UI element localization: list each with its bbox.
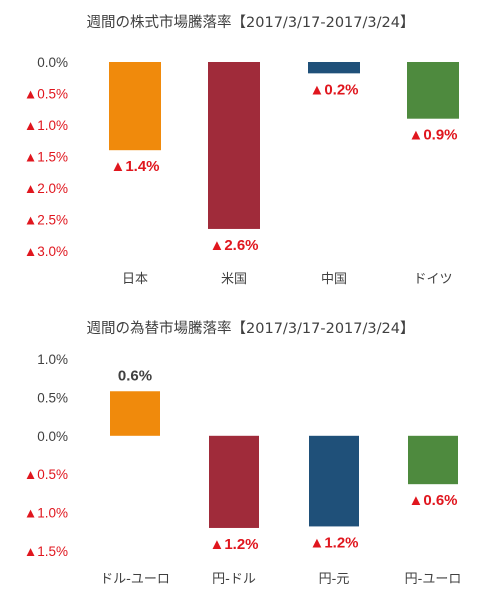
fx-data-label: ▲1.2% xyxy=(309,534,358,551)
fx-bar xyxy=(209,435,259,528)
stock-category-label: ドイツ xyxy=(413,272,452,287)
stock-ytick-label: ▲3.0% xyxy=(24,244,68,259)
stock-ytick-label: ▲1.5% xyxy=(24,150,68,165)
stock-data-label: ▲0.9% xyxy=(408,127,457,144)
fx-category-label: ドル-ユーロ xyxy=(100,572,170,587)
stock-bar xyxy=(308,62,360,74)
fx-data-label: ▲0.6% xyxy=(408,492,457,509)
stock-ytick-label: ▲0.5% xyxy=(24,87,68,102)
stock-category-label: 中国 xyxy=(321,272,347,287)
fx-ytick-label: ▲1.5% xyxy=(24,544,68,559)
fx-ytick-label: 1.0% xyxy=(37,352,68,367)
fx-ytick-label: ▲1.0% xyxy=(24,506,68,521)
fx-ytick-label: 0.0% xyxy=(37,429,68,444)
fx-data-label: ▲1.2% xyxy=(209,536,258,553)
stock-bar xyxy=(208,62,260,229)
stock-data-label: ▲2.6% xyxy=(209,237,258,254)
stock-ytick-label: ▲2.0% xyxy=(24,181,68,196)
fx-ytick-label: 0.5% xyxy=(37,390,68,405)
fx-category-label: 円-ドル xyxy=(212,572,256,587)
stock-category-label: 日本 xyxy=(122,272,148,287)
fx-bar xyxy=(110,391,160,436)
stock-bar xyxy=(109,62,161,151)
stock-chart-title: 週間の株式市場騰落率【2017/3/17-2017/3/24】 xyxy=(86,15,415,31)
stock-category-label: 米国 xyxy=(221,272,247,287)
stock-bar xyxy=(407,62,459,119)
stock-data-label: ▲1.4% xyxy=(110,158,159,175)
fx-bar xyxy=(309,435,359,527)
fx-category-label: 円-元 xyxy=(319,572,350,587)
fx-data-label: 0.6% xyxy=(118,367,152,384)
fx-bar xyxy=(408,435,458,485)
stock-ytick-label: 0.0% xyxy=(37,55,68,70)
fx-category-label: 円-ユーロ xyxy=(405,572,462,587)
fx-ytick-label: ▲0.5% xyxy=(24,467,68,482)
stock-data-label: ▲0.2% xyxy=(309,81,358,98)
stock-ytick-label: ▲1.0% xyxy=(24,118,68,133)
fx-chart-title: 週間の為替市場騰落率【2017/3/17-2017/3/24】 xyxy=(86,321,415,337)
stock-ytick-label: ▲2.5% xyxy=(24,213,68,228)
